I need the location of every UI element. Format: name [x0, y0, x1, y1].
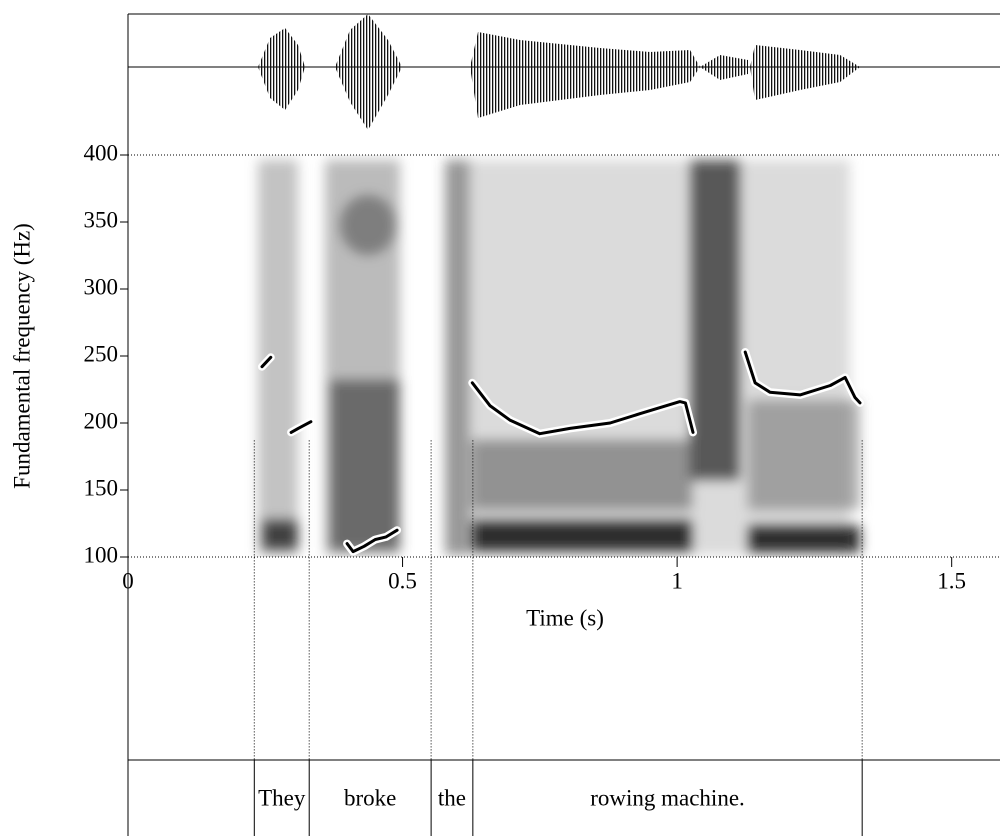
y-axis-label: Fundamental frequency (Hz)	[9, 223, 34, 489]
y-tick-label: 300	[84, 274, 119, 299]
y-tick-label: 200	[84, 408, 119, 433]
word: rowing machine.	[590, 785, 745, 810]
x-tick-label: 0	[122, 568, 134, 593]
pitch-line	[260, 350, 862, 554]
word: the	[438, 785, 466, 810]
spectrogram	[258, 160, 860, 555]
x-tick-label: 1.5	[937, 568, 966, 593]
y-tick-label: 150	[84, 475, 119, 500]
frame	[127, 13, 1000, 836]
word: They	[258, 785, 306, 810]
x-axis-label: Time (s)	[526, 605, 604, 630]
y-tick-label: 250	[84, 341, 119, 366]
word: broke	[344, 785, 396, 810]
y-tick-label: 100	[84, 542, 119, 567]
y-tick-label: 400	[84, 140, 119, 165]
x-tick-label: 0.5	[388, 568, 417, 593]
x-tick-label: 1	[671, 568, 683, 593]
y-tick-label: 350	[84, 207, 119, 232]
waveform	[128, 14, 1000, 130]
